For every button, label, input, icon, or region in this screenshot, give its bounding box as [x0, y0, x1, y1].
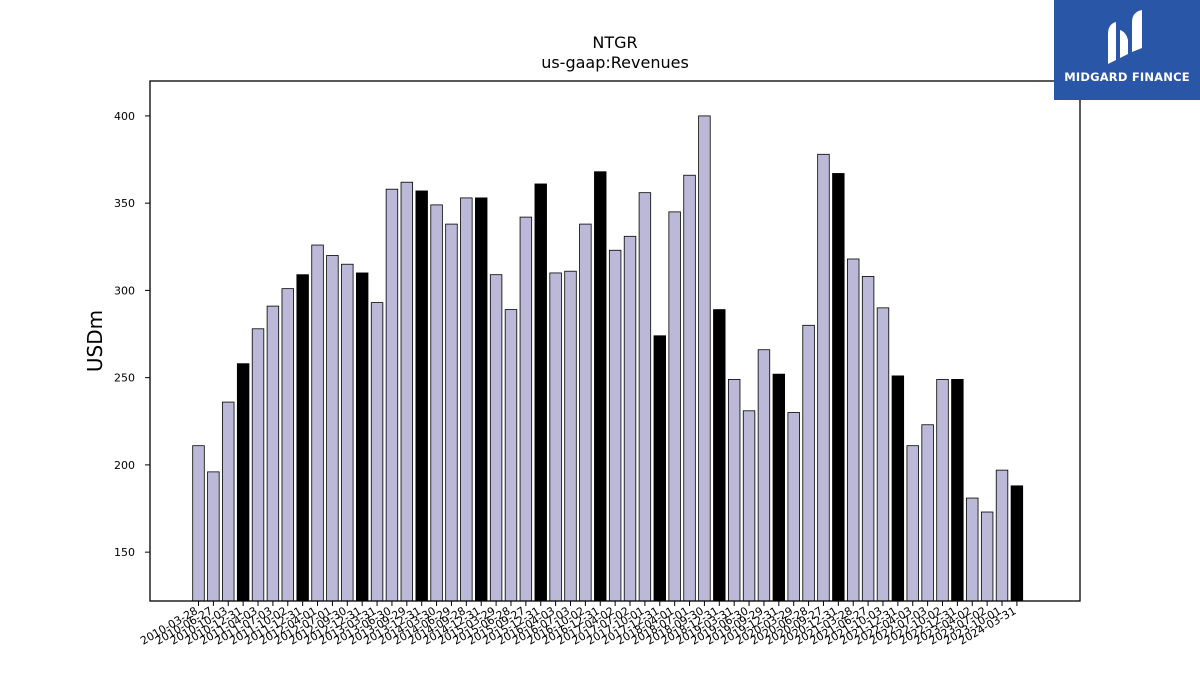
bar-2013-03-31 [370, 302, 384, 602]
bar-2015-06-28 [504, 309, 518, 602]
bar-2016-04-03 [549, 272, 562, 602]
bar-2015-03-29 [489, 274, 503, 602]
y-tick-label: 300 [114, 284, 135, 297]
bar-2016-12-31 [594, 171, 607, 602]
bar-2023-10-01 [995, 469, 1009, 602]
bar-2019-09-29 [757, 349, 771, 602]
bar-2020-03-29 [787, 412, 800, 602]
bar-2012-04-01 [311, 244, 324, 602]
bar-2012-09-30 [341, 263, 354, 602]
bar-2019-03-31 [727, 378, 741, 602]
bar-2012-12-31 [355, 272, 369, 602]
plot-frame [149, 80, 1081, 602]
bar-2019-12-31 [772, 373, 786, 602]
bar-2011-12-31 [296, 274, 309, 602]
bar-2020-12-31 [832, 173, 845, 602]
bar-2010-10-03 [222, 401, 235, 602]
x-axis-ticks: 2010-03-282010-06-272010-10-032010-12-31… [138, 601, 1018, 648]
bar-2017-07-02 [623, 235, 637, 602]
y-tick-label: 150 [114, 546, 135, 559]
bar-2010-06-27 [207, 471, 220, 602]
bar-2014-03-30 [430, 204, 443, 602]
logo-text: MIDGARD FINANCE [1064, 70, 1190, 84]
bar-2014-06-29 [445, 223, 458, 602]
bar-2024-03-31 [1010, 485, 1024, 602]
bars-group [192, 115, 1024, 602]
y-axis-label: USDm [83, 310, 107, 372]
bar-2018-09-30 [698, 115, 711, 602]
bar-2018-07-01 [683, 174, 696, 602]
bar-2022-12-31 [951, 378, 964, 602]
bar-2010-12-31 [236, 363, 250, 602]
bar-2015-09-27 [519, 216, 533, 602]
bar-2011-04-03 [251, 328, 265, 602]
bar-2013-06-30 [385, 188, 399, 602]
bar-2021-10-03 [876, 307, 890, 602]
bar-2013-09-29 [400, 181, 414, 602]
bar-2023-04-02 [966, 497, 979, 602]
midgard-finance-logo: MIDGARD FINANCE [1054, 0, 1200, 100]
bar-2010-03-28 [192, 445, 205, 602]
bar-2021-06-27 [861, 276, 875, 602]
y-tick-label: 350 [114, 197, 135, 210]
chart-title: NTGR [592, 33, 637, 52]
y-tick-label: 200 [114, 459, 135, 472]
bar-2016-10-02 [579, 223, 592, 602]
bar-2013-12-31 [415, 190, 428, 602]
bar-2018-04-01 [668, 211, 681, 602]
chart-subtitle: us-gaap:Revenues [541, 53, 689, 72]
bar-2017-10-01 [638, 192, 652, 602]
bar-2021-12-31 [891, 375, 905, 602]
bar-2011-07-03 [266, 305, 280, 602]
bar-2022-10-02 [936, 378, 949, 602]
bar-2021-03-28 [847, 258, 860, 602]
midgard-logo-icon [1108, 10, 1142, 64]
bar-2016-07-03 [564, 270, 577, 602]
bar-2011-10-02 [281, 288, 294, 602]
bar-2017-04-02 [608, 249, 622, 602]
bar-2018-12-31 [713, 309, 726, 602]
bar-2017-12-31 [653, 335, 666, 602]
y-axis-ticks: 150 200 250 300 350 400 [114, 110, 150, 559]
bar-2014-12-31 [475, 197, 488, 602]
bar-2022-07-03 [921, 424, 934, 602]
y-tick-label: 250 [114, 372, 135, 385]
bar-2022-04-03 [906, 445, 919, 602]
bar-2015-12-31 [534, 183, 547, 602]
bar-2023-07-02 [980, 511, 994, 602]
bar-2020-09-27 [817, 153, 830, 602]
bar-2019-06-30 [742, 410, 756, 602]
bar-2014-09-28 [460, 197, 473, 602]
bar-2020-06-28 [802, 324, 815, 602]
bar-2012-07-01 [326, 255, 339, 602]
y-tick-label: 400 [114, 110, 135, 123]
